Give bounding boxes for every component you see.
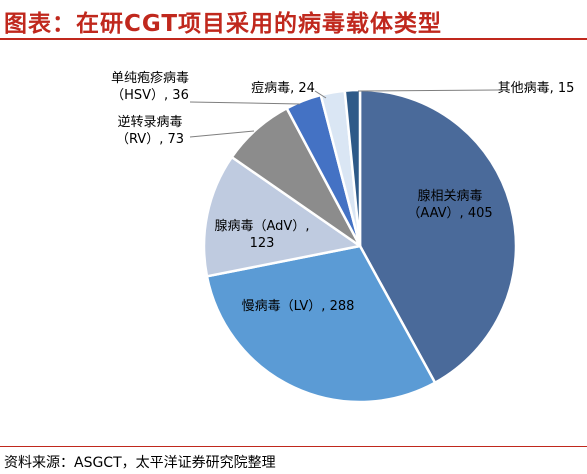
source-note: 资料来源：ASGCT，太平洋证券研究院整理 [4,455,276,471]
leader-line-4 [189,130,255,138]
data-label-5: 单纯疱疹病毒（HSV）, 36 [111,70,189,103]
data-label-2: 慢病毒（LV）, 288 [242,298,355,314]
pie-slices [202,88,518,404]
leader-line-5 [189,101,301,105]
pie-slice-2 [205,244,437,404]
leader-line-7 [357,89,499,92]
data-label-1: 腺相关病毒（AAV）, 405 [407,189,492,221]
data-label-6: 痘病毒, 24 [251,81,315,96]
title-bar: 图表：在研CGT项目采用的病毒载体类型 [0,0,587,40]
page-title: 图表：在研CGT项目采用的病毒载体类型 [4,11,443,37]
data-label-7: 其他病毒, 15 [498,81,575,96]
pie-slice-1 [358,88,518,385]
data-label-3: 腺病毒（AdV）, 123 [215,219,310,251]
pie-slice-7 [343,88,362,248]
leader-line-6 [314,90,327,99]
pie-chart: 腺相关病毒（AAV）, 405 慢病毒（LV）, 288 腺病毒（AdV）, 123 逆… [111,70,575,404]
title-divider [0,38,587,40]
data-label-4: 逆转录病毒（RV）, 73 [116,114,184,147]
pie-slice-3 [202,155,362,278]
source-divider [0,446,587,447]
